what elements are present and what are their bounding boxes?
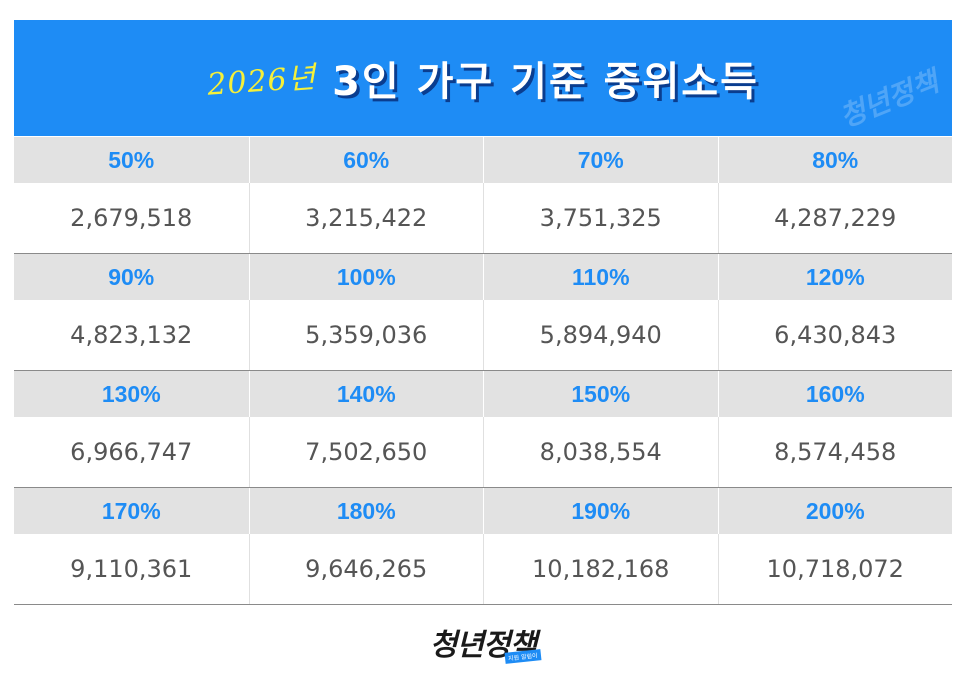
income-table: 50% 60% 70% 80% 2,679,518 3,215,422 3,75… xyxy=(14,137,952,605)
percent-header: 90% xyxy=(14,254,249,300)
header-row: 130% 140% 150% 160% xyxy=(14,371,952,417)
percent-header: 50% xyxy=(14,137,249,183)
percent-header: 70% xyxy=(483,137,718,183)
title-text: 3인 가구 기준 중위소득 xyxy=(332,59,759,105)
income-value: 3,751,325 xyxy=(483,183,718,253)
percent-header: 200% xyxy=(717,488,952,534)
percent-header: 180% xyxy=(248,488,483,534)
table-block: 130% 140% 150% 160% 6,966,747 7,502,650 … xyxy=(14,371,952,488)
income-value: 9,646,265 xyxy=(248,534,483,604)
value-row: 9,110,361 9,646,265 10,182,168 10,718,07… xyxy=(14,534,952,604)
income-value: 5,359,036 xyxy=(248,300,483,370)
income-value: 8,038,554 xyxy=(483,417,718,487)
income-value: 5,894,940 xyxy=(483,300,718,370)
percent-header: 150% xyxy=(483,371,718,417)
title-year: 2026년 xyxy=(206,60,318,103)
value-row: 2,679,518 3,215,422 3,751,325 4,287,229 xyxy=(14,183,952,253)
percent-header: 60% xyxy=(248,137,483,183)
percent-header: 100% xyxy=(248,254,483,300)
percent-header: 130% xyxy=(14,371,249,417)
income-value: 6,430,843 xyxy=(717,300,952,370)
income-value: 10,182,168 xyxy=(483,534,718,604)
income-value: 4,287,229 xyxy=(717,183,952,253)
income-value: 8,574,458 xyxy=(717,417,952,487)
percent-header: 120% xyxy=(717,254,952,300)
header-row: 50% 60% 70% 80% xyxy=(14,137,952,183)
percent-header: 80% xyxy=(717,137,952,183)
percent-header: 110% xyxy=(483,254,718,300)
percent-header: 160% xyxy=(717,371,952,417)
footer-logo: 청년정책 지원 알림이 xyxy=(0,620,966,664)
value-row: 6,966,747 7,502,650 8,038,554 8,574,458 xyxy=(14,417,952,487)
header-row: 90% 100% 110% 120% xyxy=(14,254,952,300)
income-value: 4,823,132 xyxy=(14,300,249,370)
header-row: 170% 180% 190% 200% xyxy=(14,488,952,534)
title-banner: 2026년 3인 가구 기준 중위소득 청년정책 xyxy=(14,20,952,136)
income-value: 6,966,747 xyxy=(14,417,249,487)
percent-header: 170% xyxy=(14,488,249,534)
table-block: 50% 60% 70% 80% 2,679,518 3,215,422 3,75… xyxy=(14,137,952,254)
table-block: 90% 100% 110% 120% 4,823,132 5,359,036 5… xyxy=(14,254,952,371)
logo-box: 청년정책 지원 알림이 xyxy=(430,620,541,664)
table-block: 170% 180% 190% 200% 9,110,361 9,646,265 … xyxy=(14,488,952,605)
income-value: 7,502,650 xyxy=(248,417,483,487)
income-value: 9,110,361 xyxy=(14,534,249,604)
income-value: 10,718,072 xyxy=(717,534,952,604)
percent-header: 190% xyxy=(483,488,718,534)
value-row: 4,823,132 5,359,036 5,894,940 6,430,843 xyxy=(14,300,952,370)
income-value: 3,215,422 xyxy=(248,183,483,253)
income-value: 2,679,518 xyxy=(14,183,249,253)
banner-title: 2026년 3인 가구 기준 중위소득 xyxy=(14,20,952,136)
percent-header: 140% xyxy=(248,371,483,417)
